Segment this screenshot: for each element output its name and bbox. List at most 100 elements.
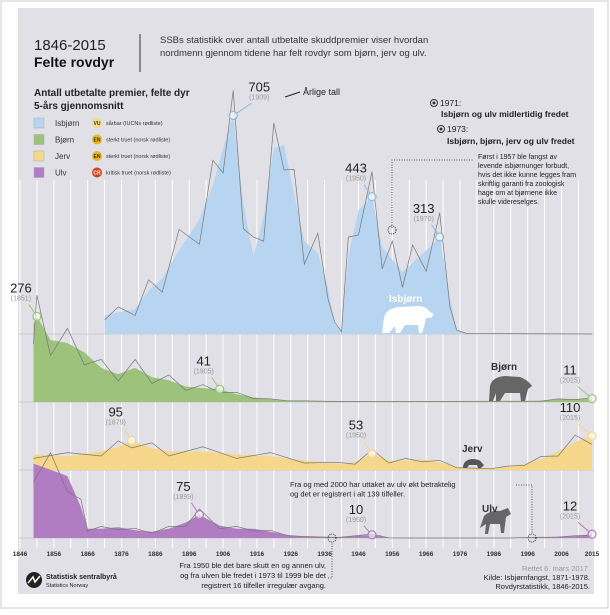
status-badge: [92, 167, 102, 178]
x-tick-label: 2006: [554, 551, 569, 558]
legend-swatch: [33, 150, 45, 162]
label-ulv: Ulv: [482, 504, 498, 515]
year-label: (1851): [11, 295, 31, 302]
data-point-marker: [32, 311, 42, 322]
data-point-marker: [127, 435, 137, 446]
note-ulv1950-line: og fra ulven ble fredet i 1973 til 1999 …: [180, 571, 327, 580]
svg-text:Isbjørn og ulv midlertidig fre: Isbjørn og ulv midlertidig fredet: [441, 109, 569, 119]
value-label: 95: [108, 405, 122, 420]
legend-label: Isbjørn: [55, 119, 79, 128]
year-label: (2015): [560, 378, 580, 385]
value-label: 276: [10, 280, 32, 295]
year-label: (2015): [560, 415, 580, 422]
status-badge: [92, 118, 102, 128]
data-point-marker: [587, 393, 597, 404]
header-years: 1846-2015: [34, 37, 106, 54]
data-point-marker: [215, 384, 225, 394]
area-jerv: [33, 435, 592, 470]
status-badge: [92, 151, 102, 161]
year-label: (1909): [249, 94, 269, 101]
year-label: (1950): [346, 433, 366, 440]
header-title: Felte rovdyr: [34, 54, 115, 70]
label-bjorn: Bjørn: [491, 362, 517, 373]
year-label: (1879): [106, 420, 126, 427]
value-label: 443: [345, 161, 367, 176]
event-1973: 1973: Isbjørn, bjørn, jerv og ulv fredet: [437, 124, 575, 146]
status-text: sårbar (IUCNs rødliste): [106, 120, 163, 127]
source-1: Kilde: Isbjørnfangst, 1871-1978.: [484, 573, 590, 582]
x-tick-label: 1886: [148, 551, 163, 558]
year-label: (2015): [560, 513, 580, 520]
data-point-marker: [435, 232, 445, 242]
legend-label: Ulv: [55, 169, 67, 178]
header-intro-1: SSBs statistikk over antall utbetalte sk…: [160, 35, 428, 46]
note-ulv2000-line: Fra og med 2000 har uttaket av ulv økt b…: [290, 480, 456, 489]
data-point-marker: [367, 192, 377, 202]
data-point-marker: [587, 431, 597, 441]
x-tick-label: 2015: [585, 551, 600, 558]
value-label: 53: [349, 418, 363, 433]
updated-date: Rettet 6. mars 2017.: [522, 564, 590, 573]
annual-label: Årlige tall: [303, 87, 340, 97]
note-isbjorn-line: hage om at bjørnene ikke: [478, 190, 557, 197]
x-tick-label: 1866: [80, 551, 95, 558]
note-isbjorn-line: hvis det ikke kunne legges fram: [478, 172, 576, 179]
note-1956-marker: [327, 533, 337, 543]
note-ulv1950-line: Fra 1950 ble det bare skutt en og annen …: [179, 561, 326, 570]
note-ulv2000-line: og det er registrert i alt 139 tilfeller…: [290, 490, 405, 499]
year-label: (1899): [173, 494, 193, 501]
chart-title: Antall utbetalte premier, felte dyr: [34, 88, 190, 99]
x-tick-label: 1936: [317, 551, 332, 558]
ssb-logo: Statistisk sentralbyrå Statistics Norway: [26, 572, 117, 589]
value-label: 75: [176, 479, 190, 494]
data-point-marker: [367, 530, 377, 540]
year-label: (1950): [346, 176, 366, 183]
data-point-marker: [194, 510, 204, 520]
header-intro-2: nordmenn gjennom tidene har felt rovdyr …: [160, 48, 426, 59]
legend-swatch: [33, 134, 45, 145]
value-label: 11: [563, 363, 577, 378]
area-bjørn: [33, 316, 592, 402]
value-label: 41: [196, 353, 210, 368]
svg-text:Statistisk sentralbyrå: Statistisk sentralbyrå: [46, 573, 117, 581]
x-tick-label: 1896: [182, 551, 197, 558]
chart-subtitle: 5-års gjennomsnitt: [34, 100, 124, 112]
x-tick-label: 1916: [250, 551, 265, 558]
svg-text:Isbjørn, bjørn, jerv og ulv fr: Isbjørn, bjørn, jerv og ulv fredet: [447, 136, 575, 146]
source-2: Rovdyrstatistikk, 1846-2015.: [495, 582, 590, 591]
value-label: 705: [248, 79, 270, 94]
x-tick-label: 1906: [216, 551, 231, 558]
event-1971: 1971: Isbjørn og ulv midlertidig fredet: [430, 98, 569, 119]
note-ulv2000-leader: [516, 484, 533, 534]
note-ulv1950-line: registrert 16 tilfeller irregulær avgang…: [201, 581, 326, 590]
data-point-marker: [587, 529, 597, 539]
x-tick-label: 1996: [520, 551, 535, 558]
note-isbjorn-leader: [391, 159, 474, 228]
annual-line-bjørn: [33, 295, 593, 402]
svg-text:1971:: 1971:: [440, 98, 461, 108]
year-label: (1970): [414, 216, 434, 223]
brown-bear-icon: [489, 376, 532, 401]
note-isbjorn-line: Først i 1957 ble fangst av: [478, 154, 557, 161]
annual-line-ulv: [33, 452, 593, 539]
x-tick-label: 1846: [13, 551, 28, 558]
year-label: (1905): [194, 368, 214, 375]
x-tick-label: 1956: [385, 551, 400, 558]
note-isbjorn-line: levende isbjørnunger forbudt,: [478, 163, 569, 170]
status-text: kritisk truet (norsk rødliste): [106, 171, 171, 177]
value-label: 313: [413, 201, 435, 216]
x-tick-label: 1966: [419, 551, 434, 558]
target-icon: [430, 99, 438, 107]
status-code: CR: [93, 171, 101, 177]
x-tick-label: 1946: [351, 551, 366, 558]
target-icon: [437, 125, 445, 133]
data-point-marker: [367, 448, 377, 459]
legend-swatch: [33, 167, 45, 178]
status-text: sterkt truet (norsk rødliste): [106, 138, 170, 144]
label-isbjorn: Isbjørn: [389, 294, 422, 305]
value-label: 110: [560, 400, 581, 415]
note-isbjorn-line: skriftlig garanti fra zoologisk: [478, 181, 565, 188]
x-tick-label: 1876: [114, 551, 129, 558]
